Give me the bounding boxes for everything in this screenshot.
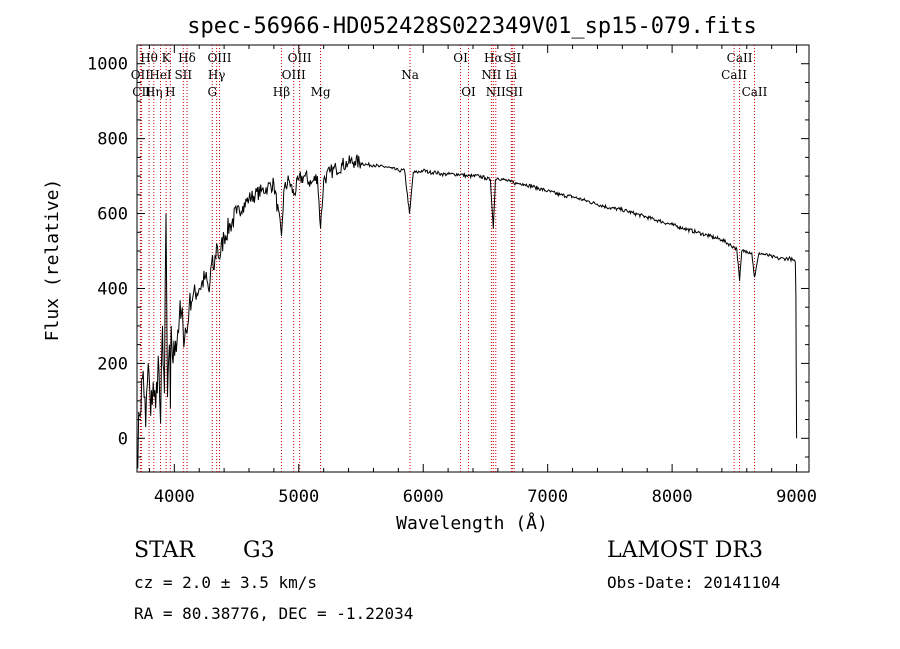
plot-frame xyxy=(136,44,810,473)
object-class: STAR xyxy=(134,538,195,563)
line-marker-label: NII xyxy=(486,85,506,99)
x-tick-label: 7000 xyxy=(527,487,568,507)
x-tick-label: 6000 xyxy=(403,487,444,507)
y-tick-label: 1000 xyxy=(87,55,128,75)
y-tick-label: 600 xyxy=(97,205,128,225)
line-marker-label: CaII xyxy=(721,68,747,82)
spectrum-line xyxy=(136,154,798,469)
line-marker-label: Mg xyxy=(311,85,331,99)
line-marker-label: Na xyxy=(401,68,419,82)
line-marker-label: CaII xyxy=(727,51,753,65)
line-marker-label: G xyxy=(207,85,217,99)
line-marker-label: H xyxy=(165,85,175,99)
line-marker-label: Hα xyxy=(484,51,503,65)
line-marker-label: HeI xyxy=(149,68,172,82)
coordinates-text: RA = 80.38776, DEC = -1.22034 xyxy=(134,604,414,623)
line-marker-label: CII xyxy=(132,85,151,99)
y-tick-label: 400 xyxy=(97,279,128,299)
line-marker-label: Hη xyxy=(145,85,163,99)
redshift-text: cz = 2.0 ± 3.5 km/s xyxy=(134,573,318,592)
subclass: G3 xyxy=(243,538,275,563)
chart-title: spec-56966-HD052428S022349V01_sp15-079.f… xyxy=(187,14,757,39)
axis-ticks: 4000 5000 6000 7000 8000 9000 0 200 400 600 800 100… xyxy=(87,44,817,507)
line-marker-label: Hβ xyxy=(273,85,290,99)
line-marker-label: NII xyxy=(481,68,501,82)
line-marker-label: SII xyxy=(174,68,192,82)
x-tick-label: 4000 xyxy=(154,487,195,507)
line-marker-label: OIII xyxy=(288,51,312,65)
line-marker-label: OI xyxy=(453,51,468,65)
line-marker-label: K xyxy=(162,51,172,65)
y-tick-label: 0 xyxy=(118,429,128,449)
line-marker-label: OII xyxy=(131,68,151,82)
line-marker-label: SII xyxy=(503,51,521,65)
line-marker-label: Hθ xyxy=(140,51,158,65)
line-marker-label: OI xyxy=(461,85,476,99)
line-marker-label: OIII xyxy=(207,51,231,65)
y-axis-label: Flux (relative) xyxy=(42,179,63,342)
y-tick-label: 200 xyxy=(97,354,128,374)
obs-date-text: Obs-Date: 20141104 xyxy=(607,573,781,592)
line-marker-label: CaII xyxy=(742,85,768,99)
line-marker-label: Li xyxy=(505,68,517,82)
line-marker-label: SII xyxy=(505,85,523,99)
x-tick-label: 9000 xyxy=(776,487,817,507)
x-tick-label: 8000 xyxy=(652,487,693,507)
line-marker-label: OIII xyxy=(282,68,306,82)
y-tick-label: 800 xyxy=(97,130,128,150)
line-marker-label: Hδ xyxy=(178,51,196,65)
x-axis-label: Wavelength (Å) xyxy=(396,512,548,534)
survey-name: LAMOST DR3 xyxy=(607,538,763,563)
line-marker-label: Hγ xyxy=(208,68,226,82)
x-tick-label: 5000 xyxy=(278,487,319,507)
